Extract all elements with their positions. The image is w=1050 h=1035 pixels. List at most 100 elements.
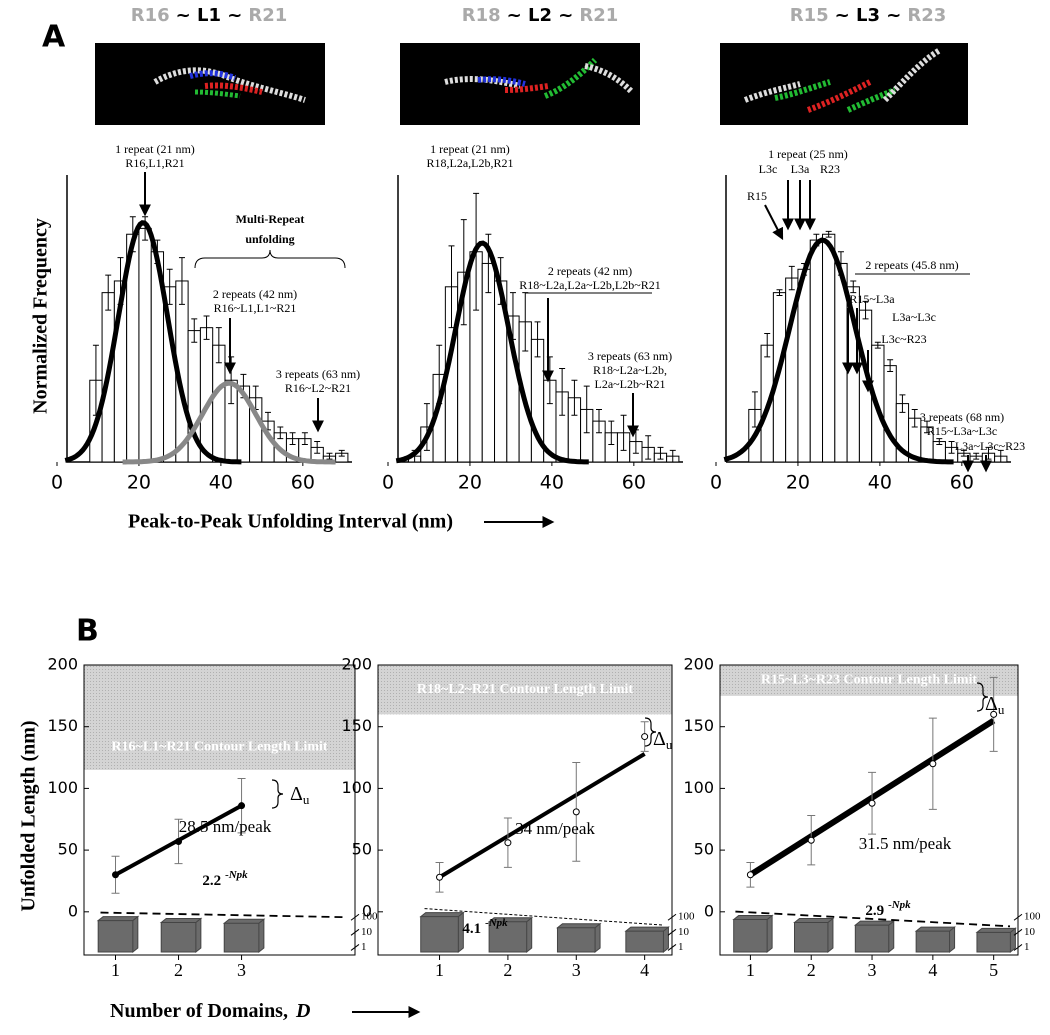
inset-tick xyxy=(667,944,677,951)
x-axis-label-var: D xyxy=(295,1000,310,1022)
delta-symbol: Δ xyxy=(290,783,303,805)
y-tick-label: 50 xyxy=(694,840,714,859)
annotation: 2 repeats (45.8 nm) xyxy=(865,258,958,272)
annotation: 3 repeats (68 nm) xyxy=(920,410,1004,424)
annotation: 2 repeats (42 nm) xyxy=(548,264,632,278)
y-tick-label: 50 xyxy=(352,840,372,859)
error-bar xyxy=(289,432,296,445)
inset-tick xyxy=(667,913,677,921)
inset-box xyxy=(793,917,835,954)
error-bar xyxy=(559,368,566,416)
inset-box xyxy=(159,917,203,954)
inset-tick xyxy=(1013,944,1023,951)
annotation: R23 xyxy=(820,162,840,176)
y-tick-label: 100 xyxy=(683,778,714,797)
decay-line xyxy=(424,908,665,926)
x-tick-label: 2 xyxy=(174,960,183,980)
delta-label: Δu xyxy=(653,728,673,752)
y-tick-label: 200 xyxy=(341,655,372,674)
error-bar xyxy=(301,432,308,445)
error-bar xyxy=(314,441,321,454)
error-bar xyxy=(277,426,284,440)
limit-region xyxy=(378,665,672,715)
error-bar xyxy=(948,441,955,454)
x-tick-label: 2 xyxy=(807,960,816,980)
error-bar xyxy=(215,327,222,364)
title-part: R15 xyxy=(790,5,829,26)
delta-label: Δu xyxy=(290,783,310,807)
error-bar xyxy=(669,449,676,463)
decay-label: 2.9 -Npk xyxy=(865,899,911,920)
title-part: R21 xyxy=(248,5,287,26)
error-bar xyxy=(105,274,112,311)
x-tick-label: 3 xyxy=(572,960,581,980)
title-part: ~ L1 ~ xyxy=(176,5,243,26)
x-tick-label: 20 xyxy=(786,472,810,494)
data-point xyxy=(504,839,512,847)
error-bar xyxy=(764,333,771,358)
decay-line xyxy=(735,910,1011,928)
annotation: 1 repeat (21 nm) xyxy=(115,142,195,156)
inset-box xyxy=(624,926,670,954)
fit-line xyxy=(438,752,646,879)
limit-label: R15~L3~R23 Contour Length Limit xyxy=(761,673,977,688)
panel-title: R16 ~ L1 ~ R21 xyxy=(131,5,288,26)
error-bar xyxy=(178,257,185,305)
annotation: 3 repeats (63 nm) xyxy=(588,349,672,363)
brace xyxy=(271,779,284,809)
inset-tick xyxy=(1013,913,1023,921)
annotation: Multi-Repeat xyxy=(236,212,305,226)
inset-box xyxy=(487,916,534,954)
fit-curve xyxy=(723,237,954,465)
error-bar xyxy=(887,359,894,372)
x-tick-label: 3 xyxy=(237,960,246,980)
decay-exponent: -Npk xyxy=(225,869,248,881)
inset-box xyxy=(914,926,957,954)
annotation: R15 xyxy=(747,189,767,203)
annotation: R16,L1,R21 xyxy=(125,156,184,170)
data-point xyxy=(868,799,876,807)
decay-exponent: -Npk xyxy=(888,899,911,911)
decay-base: 4.1 xyxy=(462,921,481,937)
error-bar xyxy=(997,449,1004,463)
y-tick-label: 0 xyxy=(704,901,714,920)
annotation: 1 repeat (21 nm) xyxy=(430,142,510,156)
annotation: L2a~L2b~R21 xyxy=(595,377,666,391)
title-part: R21 xyxy=(579,5,618,26)
decay-label: 4.1 -Npk xyxy=(462,917,508,938)
bar xyxy=(138,227,152,463)
data-point xyxy=(436,873,444,881)
inset-box xyxy=(975,927,1017,954)
inset-box xyxy=(556,922,602,954)
error-bar xyxy=(338,449,345,457)
error-bar xyxy=(326,452,333,460)
annotation: L3c xyxy=(759,162,778,176)
y-tick-label: 50 xyxy=(58,840,78,859)
data-point xyxy=(807,836,815,844)
bar xyxy=(883,365,897,463)
inset-box xyxy=(96,915,140,954)
error-bar xyxy=(583,385,590,434)
delta-symbol: Δ xyxy=(653,728,666,750)
inset-tick-label: 10 xyxy=(1024,926,1036,938)
inset-tick-label: 1 xyxy=(361,941,367,953)
y-tick-label: 150 xyxy=(341,716,372,735)
x-tick-label: 1 xyxy=(435,960,444,980)
annotation: L3a xyxy=(791,162,810,176)
error-bar xyxy=(850,280,857,294)
title-part: ~ L3 ~ xyxy=(835,5,902,26)
error-bar xyxy=(485,233,492,294)
annotation: unfolding xyxy=(245,232,294,246)
title-part: R23 xyxy=(907,5,946,26)
data-point xyxy=(175,837,183,845)
structure-image xyxy=(400,43,640,125)
y-tick-label: 150 xyxy=(683,716,714,735)
inset-tick xyxy=(667,928,677,936)
annotation: 3 repeats (63 nm) xyxy=(276,367,360,381)
x-tick-label: 1 xyxy=(111,960,120,980)
y-tick-label: 100 xyxy=(47,778,78,797)
structure-image xyxy=(720,43,968,125)
title-part: ~ L2 ~ xyxy=(507,5,574,26)
error-bar xyxy=(423,403,430,451)
